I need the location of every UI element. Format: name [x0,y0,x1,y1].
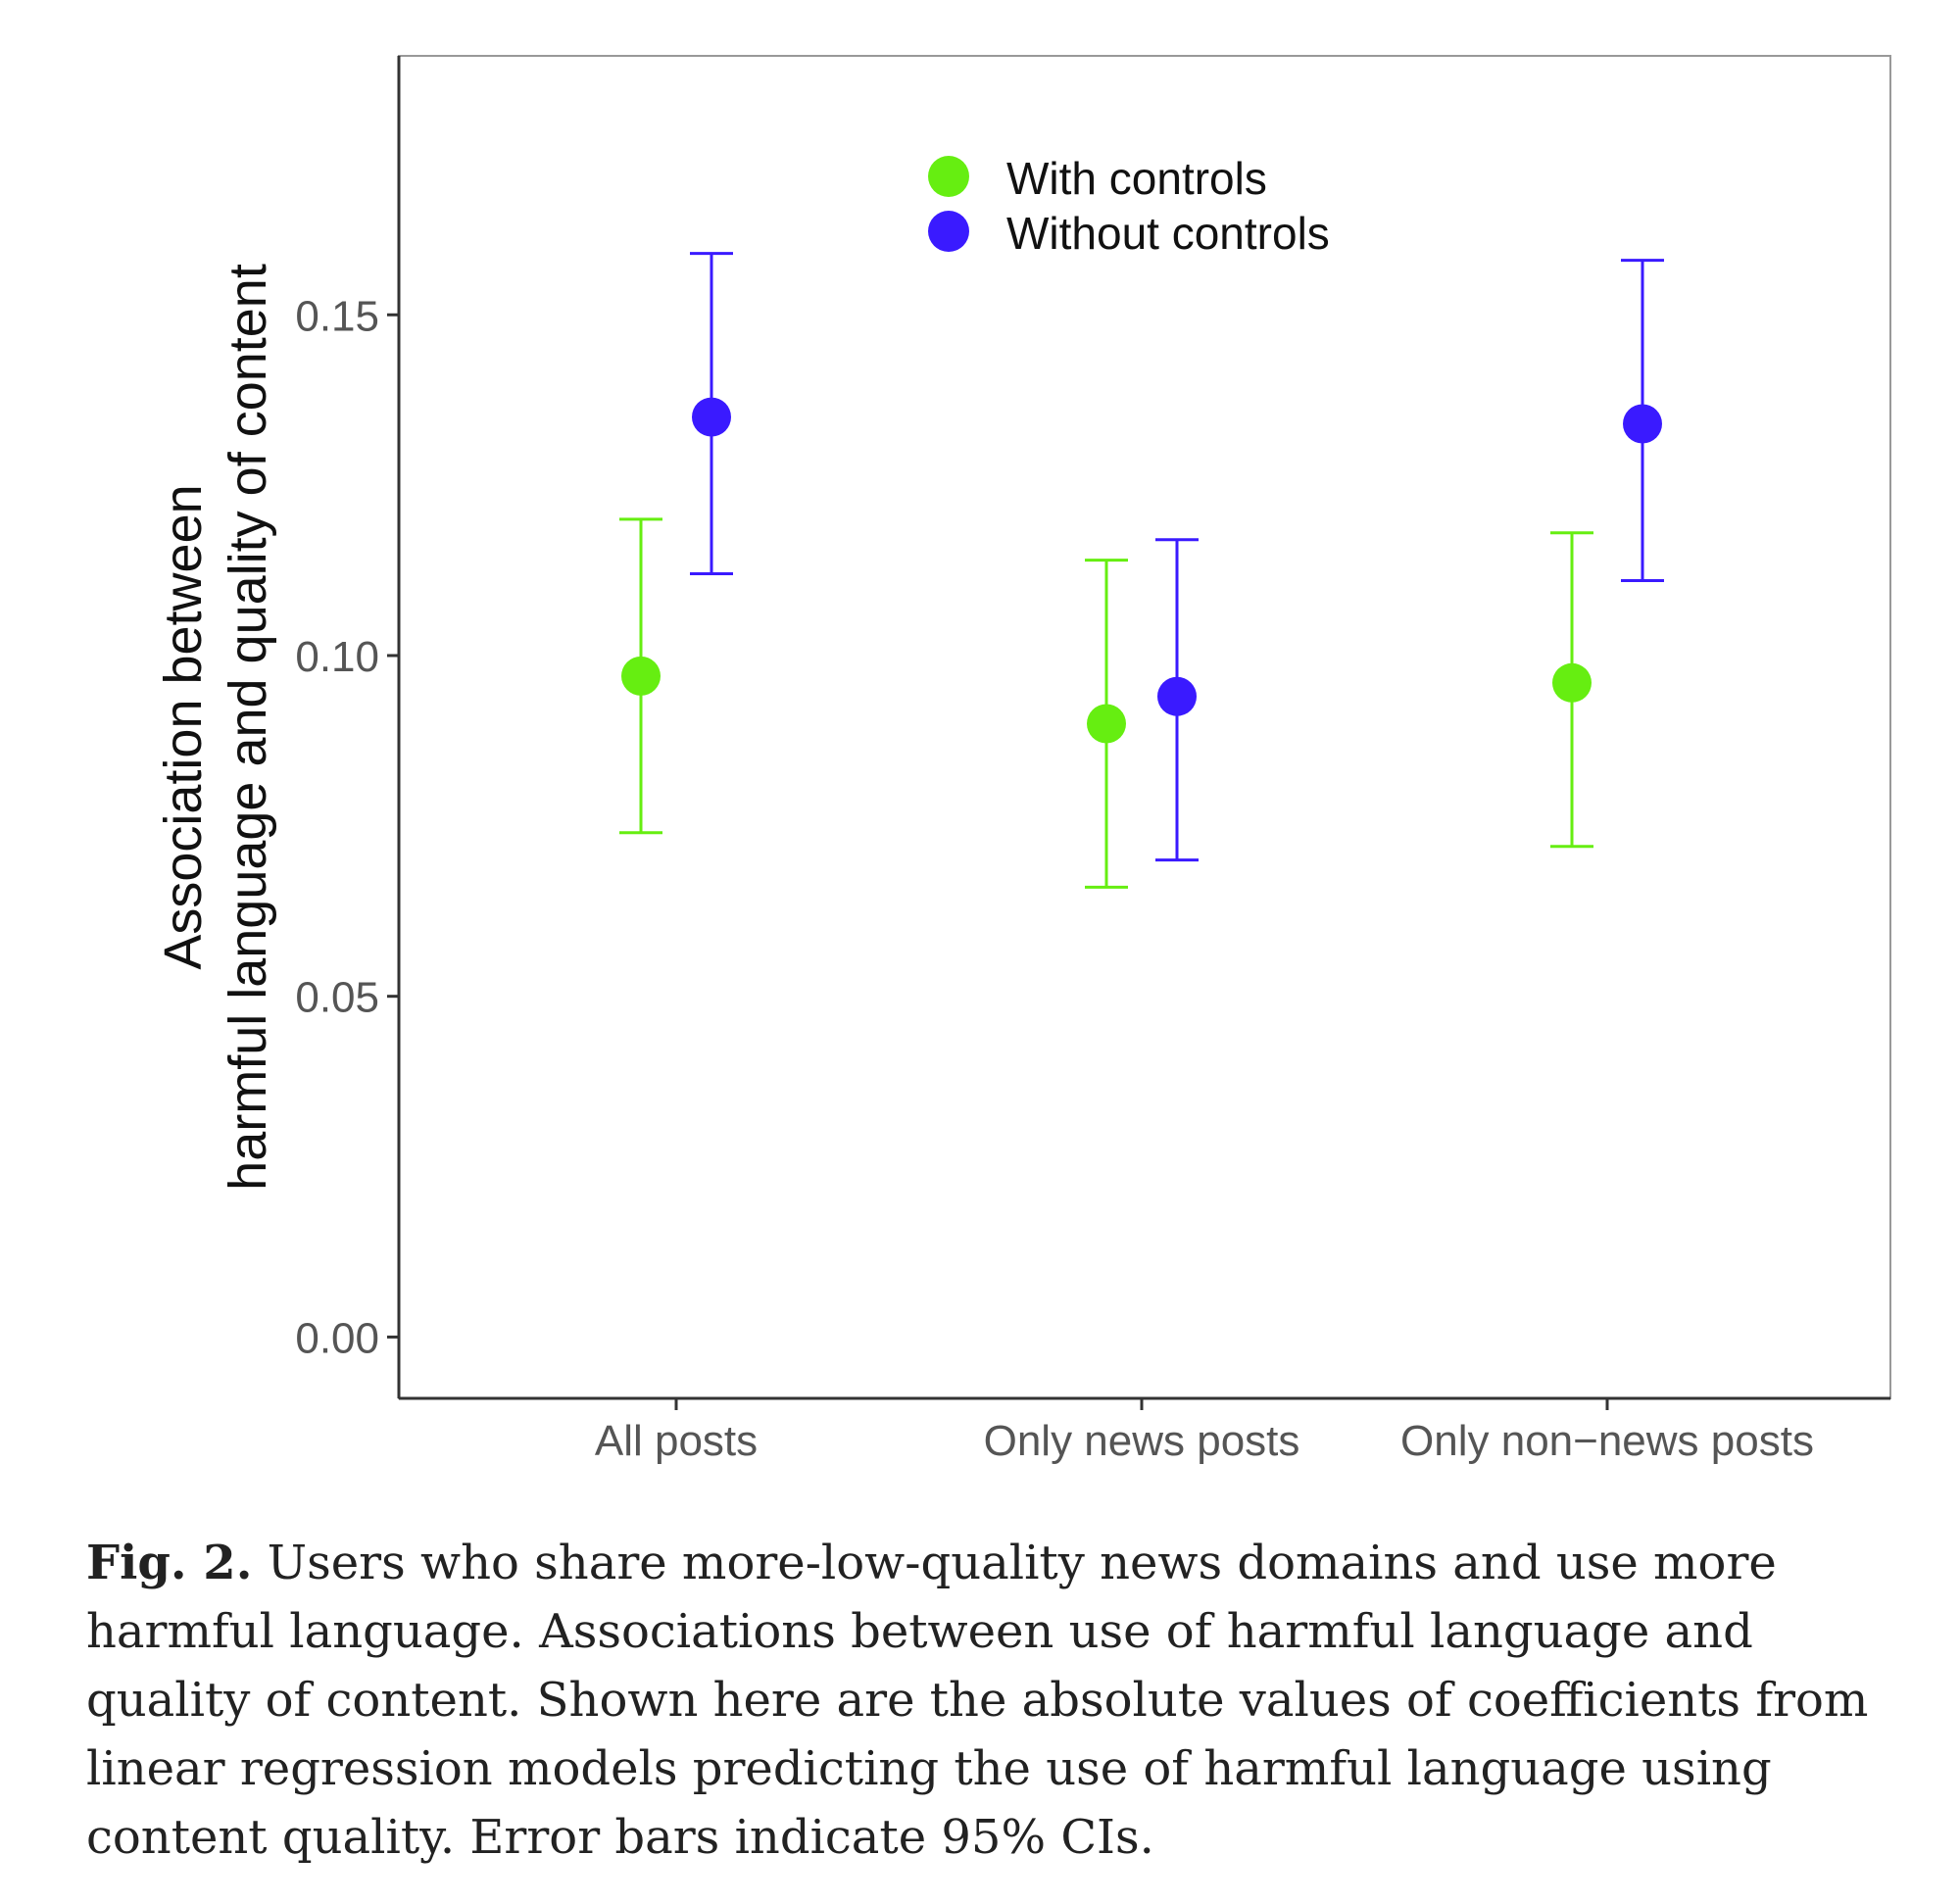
data-point [1087,704,1126,744]
figure-caption-text: Users who share more-low-quality news do… [86,1536,1869,1865]
series-with-controls [619,517,1593,889]
x-tick-label: Only non−news posts [1400,1417,1814,1465]
y-tick-label: 0.10 [295,633,379,681]
data-point [1623,404,1662,444]
data-point [1552,662,1592,703]
figure-caption: Fig. 2. Users who share more-low-quality… [86,1529,1929,1872]
figure-label: Fig. 2. [86,1536,253,1590]
chart: Association between harmful language and… [154,55,1891,1465]
legend-label-with-controls: With controls [1006,153,1267,204]
data-point [692,397,731,437]
legend: With controls Without controls [928,153,1330,259]
series-without-controls [690,252,1664,862]
legend-label-without-controls: Without controls [1006,208,1330,259]
legend-marker-with-controls [928,156,969,197]
y-axis-label-line-2: harmful language and quality of content [219,264,277,1191]
data-series [619,252,1664,889]
y-tick-label: 0.00 [295,1314,379,1362]
y-tick-label: 0.05 [295,974,379,1022]
y-axis-label: Association between harmful language and… [154,264,277,1191]
x-ticks: All posts Only news posts Only non−news po… [595,1398,1814,1465]
legend-marker-without-controls [928,211,969,252]
y-axis-label-line-1: Association between [154,484,213,969]
y-ticks: 0.00 0.05 0.10 0.15 [295,292,399,1362]
y-tick-label: 0.15 [295,292,379,340]
data-point [621,656,661,696]
x-tick-label: All posts [595,1417,758,1465]
x-tick-label: Only news posts [984,1417,1300,1465]
data-point [1157,676,1197,716]
